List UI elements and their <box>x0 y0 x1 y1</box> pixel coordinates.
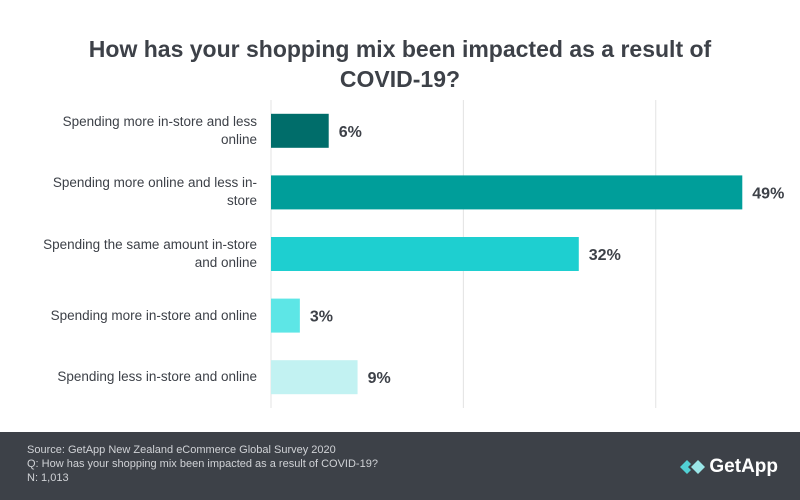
category-label: Spending the same amount in-store and on… <box>43 237 257 270</box>
logo: GetApp <box>709 456 778 477</box>
category-label: Spending less in-store and online <box>57 369 257 385</box>
category-label: Spending more online and less in-store <box>52 175 257 209</box>
source: Source: GetApp New Zealand eCommerce Glo… <box>27 444 336 456</box>
value-label: 6% <box>339 124 362 141</box>
value-label: 32% <box>589 247 621 264</box>
question: Q: How has your shopping mix been impact… <box>27 458 378 470</box>
sample-size: N: 1,013 <box>27 472 69 484</box>
value-label: 3% <box>310 309 333 326</box>
value-label: 49% <box>752 185 784 202</box>
logo-icon <box>680 460 705 474</box>
bar <box>271 360 358 395</box>
bar <box>271 237 579 271</box>
footer: Source: GetApp New Zealand eCommerce Glo… <box>0 432 800 500</box>
chart: 6% 49% 32% 3% 9% <box>270 100 784 408</box>
bar <box>271 113 329 148</box>
chart-title: How has your shopping mix been impacted … <box>88 36 712 92</box>
category-label: Spending more in-store and online <box>50 307 257 323</box>
value-label: 9% <box>368 370 391 387</box>
category-label: Spending more in-store and less online <box>62 113 257 147</box>
bar <box>271 175 743 210</box>
bar <box>271 298 300 333</box>
